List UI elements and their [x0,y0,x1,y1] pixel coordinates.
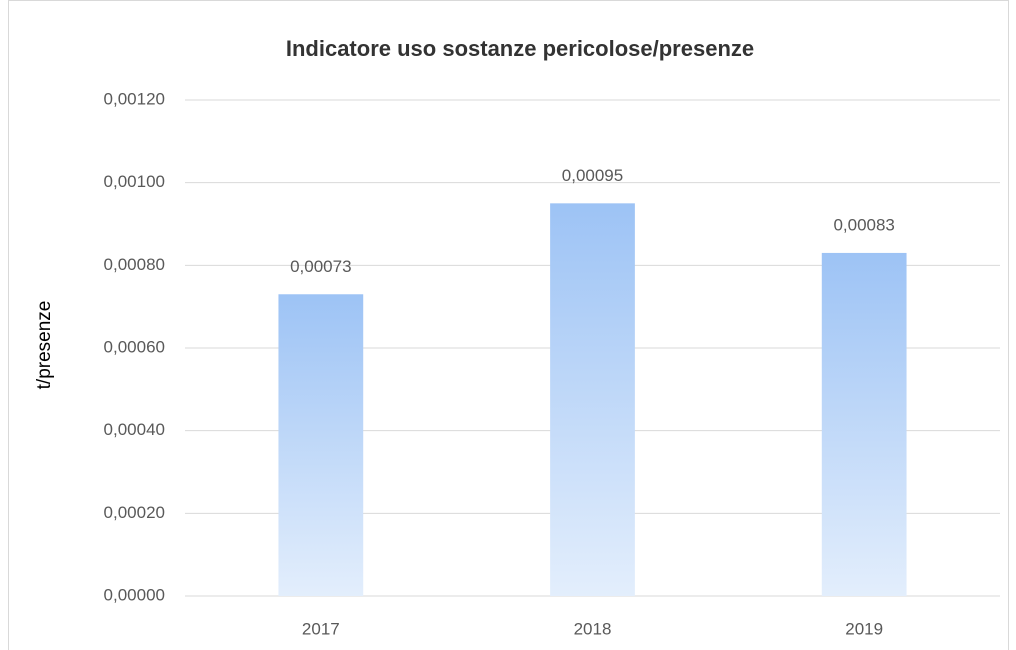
y-tick-label: 0,00100 [104,172,165,191]
y-tick-label: 0,00040 [104,420,165,439]
y-axis-label: t/presenze [34,301,55,390]
data-label: 0,00083 [833,215,894,234]
data-label: 0,00095 [562,166,623,185]
y-tick-label: 0,00060 [104,337,165,356]
x-tick-label: 2017 [302,619,340,638]
x-tick-label: 2018 [574,619,612,638]
chart-title: Indicatore uso sostanze pericolose/prese… [286,36,754,61]
bar [278,294,364,596]
bar [550,203,635,597]
y-tick-label: 0,00080 [104,255,165,274]
data-label: 0,00073 [290,257,351,276]
y-tick-label: 0,00000 [104,585,165,604]
bar [821,252,907,596]
x-tick-label: 2019 [845,619,883,638]
y-tick-label: 0,00120 [104,89,165,108]
y-tick-label: 0,00020 [104,503,165,522]
